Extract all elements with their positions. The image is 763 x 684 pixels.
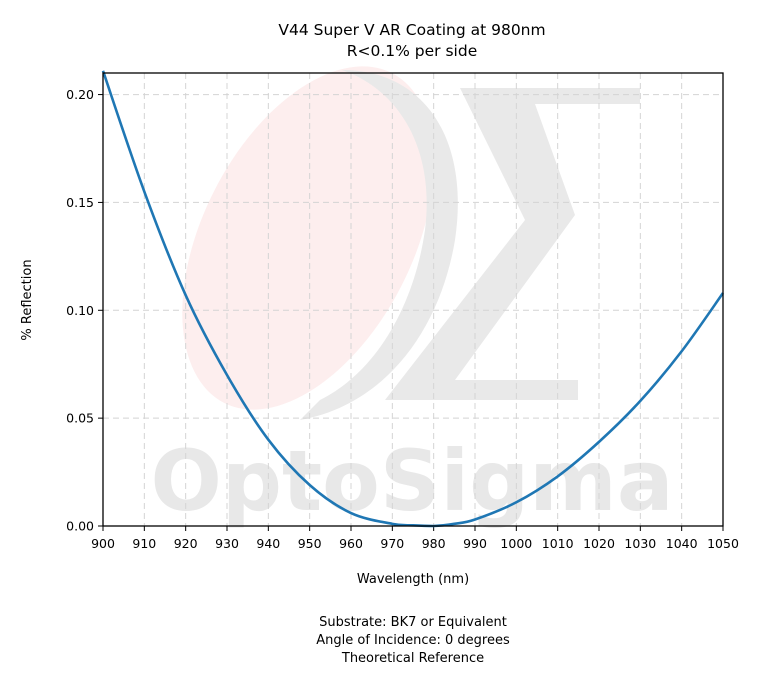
- watermark-pink-ellipse: [182, 66, 434, 410]
- chart-subtitle: R<0.1% per side: [347, 42, 478, 60]
- grid-lines: [103, 73, 723, 526]
- y-tick-label: 0.15: [66, 195, 94, 210]
- x-tick-label: 920: [174, 536, 198, 551]
- watermark-omega-shape: [300, 70, 458, 420]
- x-tick-label: 1020: [583, 536, 615, 551]
- x-tick-label: 900: [91, 536, 115, 551]
- footer-reference: Theoretical Reference: [341, 651, 484, 666]
- optosigma-watermark: OptoSigma: [150, 66, 674, 530]
- watermark-sigma-shape: [385, 88, 640, 400]
- x-tick-label: 950: [298, 536, 322, 551]
- x-tick-label: 1050: [707, 536, 739, 551]
- x-tick-label: 1000: [500, 536, 532, 551]
- x-tick-label: 1030: [624, 536, 656, 551]
- y-tick-label: 0.10: [66, 303, 94, 318]
- footer-angle: Angle of Incidence: 0 degrees: [316, 633, 510, 648]
- x-tick-label: 940: [256, 536, 280, 551]
- y-tick-label: 0.00: [66, 519, 94, 534]
- y-axis-label: % Reflection: [20, 259, 35, 340]
- chart-title: V44 Super V AR Coating at 980nm: [278, 21, 545, 39]
- axis-ticks: 900 910 920 930 940 950 960 970 980 990 1000 1010 10…: [66, 87, 739, 551]
- x-tick-label: 1010: [542, 536, 574, 551]
- x-tick-label: 970: [380, 536, 404, 551]
- x-tick-label: 980: [422, 536, 446, 551]
- x-tick-label: 910: [132, 536, 156, 551]
- x-axis-label: Wavelength (nm): [357, 572, 469, 587]
- plot-frame: [102, 72, 724, 527]
- y-tick-label: 0.05: [66, 411, 94, 426]
- x-tick-label: 930: [215, 536, 239, 551]
- x-tick-label: 960: [339, 536, 363, 551]
- watermark-text: OptoSigma: [150, 432, 673, 530]
- footer-substrate: Substrate: BK7 or Equivalent: [319, 615, 507, 630]
- x-tick-label: 990: [463, 536, 487, 551]
- x-tick-label: 1040: [666, 536, 698, 551]
- y-tick-label: 0.20: [66, 87, 94, 102]
